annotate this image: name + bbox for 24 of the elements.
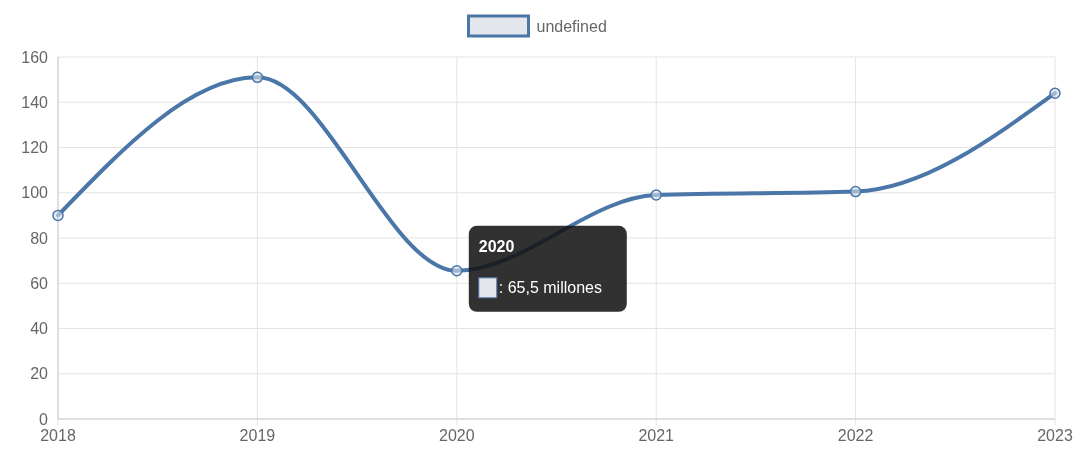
y-tick-label: 40 [30, 320, 49, 338]
x-tick-label: 2019 [239, 427, 276, 444]
x-tick-label: 2021 [638, 427, 675, 444]
y-tick-label: 160 [21, 48, 49, 66]
point [849, 185, 862, 198]
x-tick-label: 2018 [40, 427, 76, 444]
annotation: : 65,5 millones [498, 279, 602, 297]
y-tick-label: 60 [30, 274, 49, 292]
y-tick-label: 80 [30, 229, 49, 247]
category-label: 2020 [478, 237, 515, 255]
x-tick-label: 2020 [439, 427, 475, 444]
x-tick-label: 2023 [1037, 427, 1073, 444]
y-tick-label: 140 [21, 93, 49, 111]
x-tick-label: 2022 [837, 427, 874, 444]
y-tick-label: 100 [21, 184, 49, 202]
legend-label: undefined [536, 17, 607, 35]
y-tick-label: 20 [30, 365, 49, 383]
point [52, 209, 64, 222]
point [251, 71, 264, 84]
point [451, 265, 463, 277]
point [1049, 87, 1061, 99]
y-tick-label: 120 [21, 139, 49, 157]
y-tick-label: 0 [39, 410, 49, 428]
point [650, 189, 662, 201]
